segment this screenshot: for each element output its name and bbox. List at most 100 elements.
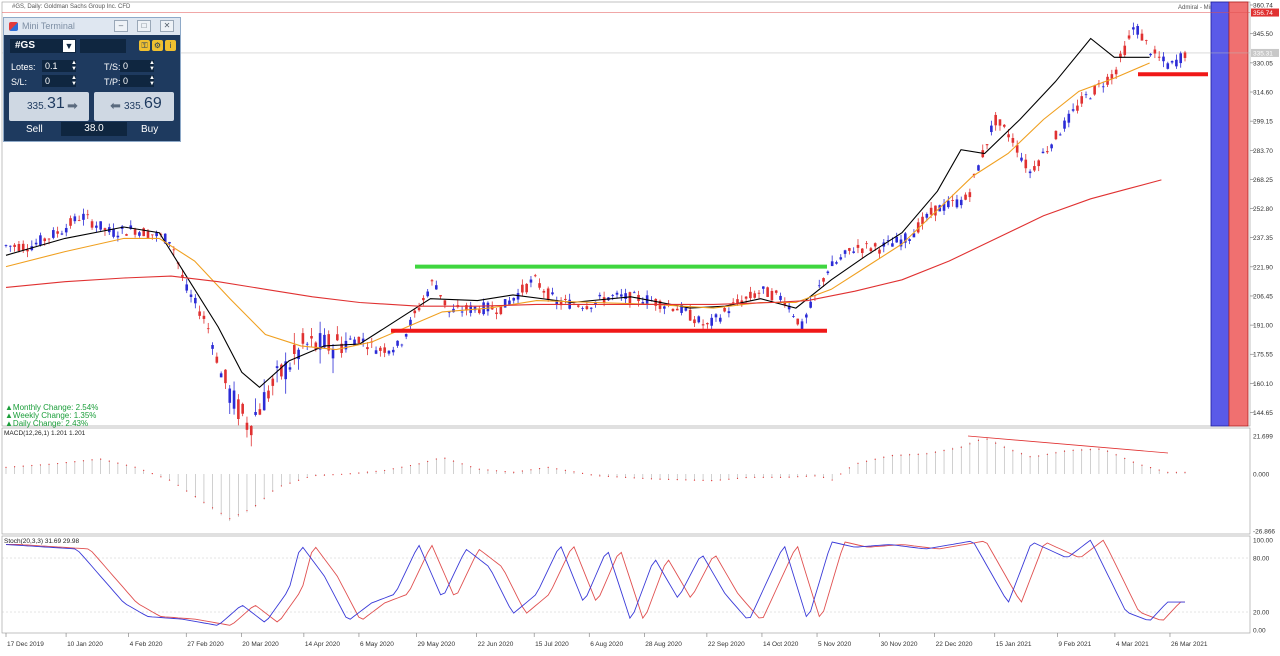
candle-body (916, 222, 920, 233)
info-icon[interactable]: i (165, 40, 176, 51)
macd-signal-point (633, 477, 635, 479)
candle-body (417, 307, 421, 311)
candle-body (904, 233, 907, 243)
time-tick-label: 27 Feb 2020 (187, 641, 224, 648)
candle-body (1140, 33, 1144, 41)
ts-input[interactable]: 0 (120, 60, 154, 72)
candle-body (934, 205, 937, 216)
current-price-label: 335.31 (1253, 50, 1273, 57)
sl-input[interactable]: 0 (42, 75, 76, 87)
candle-body (749, 291, 752, 299)
sl-spinner-icon[interactable]: ▲ ▼ (71, 75, 77, 87)
candle-body (852, 251, 855, 253)
macd-signal-point (926, 453, 928, 455)
sell-button[interactable]: Sell (26, 124, 43, 135)
mini-terminal-titlebar[interactable]: Mini Terminal – □ ✕ (4, 18, 180, 35)
macd-tick-label: 21.699 (1253, 434, 1273, 441)
macd-signal-point (220, 512, 222, 514)
gear-icon[interactable]: ⚙ (152, 40, 163, 51)
macd-signal-point (1081, 449, 1083, 451)
lots-spinner-icon[interactable]: ▲ ▼ (71, 60, 77, 72)
macd-signal-point (521, 470, 523, 472)
admiral-logo-icon (9, 22, 18, 31)
volume-input[interactable]: 38.0 (61, 122, 127, 136)
maximize-icon[interactable]: □ (137, 20, 151, 32)
candle-body (327, 334, 331, 351)
candle-body (843, 250, 847, 254)
candle-body (434, 285, 438, 290)
candle-body (564, 298, 567, 300)
price-tick-label: 206.45 (1253, 293, 1273, 300)
macd-signal-point (39, 464, 42, 466)
candle-body (297, 349, 300, 360)
macd-signal-point (125, 464, 128, 466)
candle-body (714, 314, 718, 318)
candle-body (925, 213, 929, 218)
candle-body (323, 334, 326, 348)
lock-icon[interactable]: ⚿ (139, 40, 150, 51)
time-tick-label: 14 Oct 2020 (763, 641, 799, 648)
candle-body (972, 173, 976, 176)
macd-signal-point (1132, 461, 1134, 463)
buy-price-button[interactable]: ⬅ 335. 69 (94, 92, 174, 121)
candle-body (301, 333, 305, 344)
candle-body (787, 305, 791, 310)
candle-body (1076, 105, 1079, 111)
candle-body (800, 321, 804, 330)
macd-signal-point (1115, 454, 1117, 456)
mini-terminal-title: Mini Terminal (22, 21, 75, 31)
candle-body (718, 317, 722, 322)
macd-signal-point (341, 473, 343, 475)
candle-body (275, 366, 279, 369)
candle-body (1007, 134, 1010, 138)
tp-spinner-icon[interactable]: ▲ ▼ (149, 75, 155, 87)
symbol-extra-field[interactable] (80, 39, 126, 53)
macd-signal-point (427, 460, 429, 463)
candle-body (422, 297, 425, 301)
candle-body (103, 228, 107, 230)
top-marker-box (1251, 8, 1279, 17)
macd-signal-point (771, 476, 773, 478)
candle-body (146, 231, 150, 238)
macd-signal-point (504, 470, 506, 473)
candle-body (516, 293, 520, 300)
price-tick-label: 314.60 (1253, 90, 1273, 97)
candle-body (181, 274, 184, 277)
candle-body (585, 306, 589, 309)
candle-body (792, 316, 795, 318)
buy-button[interactable]: Buy (141, 124, 159, 135)
candle-body (224, 369, 227, 384)
minimize-icon[interactable]: – (114, 20, 128, 32)
candle-body (921, 216, 924, 225)
lots-input[interactable]: 0.1 (42, 60, 76, 72)
macd-signal-point (1175, 471, 1177, 473)
candle-body (56, 231, 59, 234)
tp-input[interactable]: 0 (120, 75, 154, 87)
time-tick-label: 5 Nov 2020 (818, 641, 852, 648)
candle-body (899, 239, 903, 247)
macd-signal-point (917, 453, 919, 455)
candle-body (809, 301, 812, 308)
time-tick-label: 4 Feb 2020 (130, 641, 163, 648)
weekly-change: ▲Weekly Change: 1.35% (5, 411, 97, 420)
macd-signal-point (409, 464, 412, 467)
macd-signal-point (177, 484, 179, 486)
macd-signal-point (392, 468, 394, 470)
candle-body (318, 333, 322, 350)
sell-price-button[interactable]: 335. 31 ➡ (9, 92, 89, 121)
macd-signal-point (616, 476, 618, 478)
macd-signal-point (581, 472, 584, 474)
candle-body (624, 293, 627, 299)
candle-body (757, 292, 761, 294)
candle-body (1157, 56, 1161, 58)
candle-body (34, 242, 38, 245)
chevron-down-icon[interactable]: ▼ (63, 40, 75, 52)
mini-terminal-panel[interactable]: Mini Terminal – □ ✕ #GS ▼ ⚿ ⚙ i Lotes: 0… (3, 17, 181, 142)
symbol-select[interactable]: #GS ▼ (10, 39, 76, 53)
macd-signal-point (952, 448, 954, 450)
candle-body (194, 297, 197, 304)
macd-signal-point (487, 469, 489, 471)
close-icon[interactable]: ✕ (160, 20, 174, 32)
ts-spinner-icon[interactable]: ▲ ▼ (149, 60, 155, 72)
